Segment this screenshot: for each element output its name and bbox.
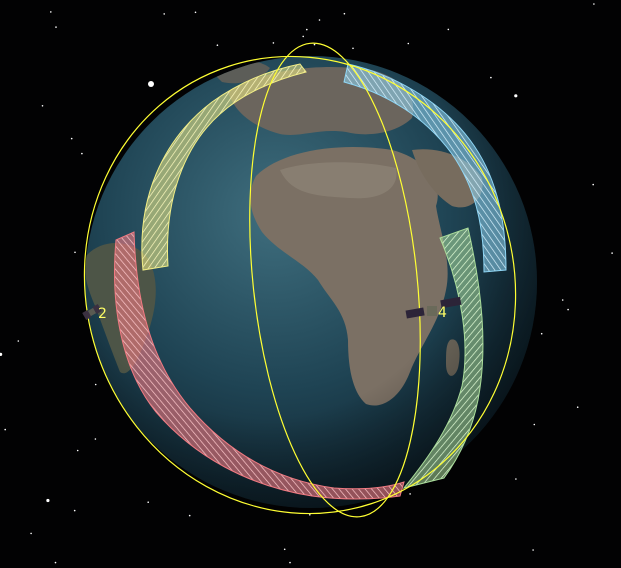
star <box>302 35 305 38</box>
satellite-2-label: 2 <box>98 306 107 322</box>
star <box>514 94 518 98</box>
swath-blue <box>343 63 507 273</box>
star <box>611 252 613 254</box>
star <box>30 532 32 535</box>
orbit-paths <box>83 42 517 518</box>
star <box>76 449 79 452</box>
star <box>352 47 354 50</box>
orbit-inclined <box>83 55 517 515</box>
star <box>540 332 543 335</box>
star <box>289 561 291 564</box>
bright-star <box>148 81 154 87</box>
star <box>561 299 564 301</box>
star <box>409 493 411 495</box>
star <box>309 514 311 516</box>
star <box>592 183 594 186</box>
star <box>272 42 275 44</box>
orbit-polar <box>249 42 421 518</box>
star <box>54 561 57 564</box>
swath-red <box>114 231 405 500</box>
star <box>306 28 308 31</box>
star-field <box>0 3 613 564</box>
star <box>533 423 536 426</box>
satellite-icon <box>82 304 102 320</box>
star <box>567 308 569 311</box>
star <box>73 509 76 512</box>
satellite-4-label: 4 <box>438 305 447 321</box>
satellite-icon <box>405 296 462 319</box>
star <box>74 251 76 254</box>
star <box>0 352 3 356</box>
star <box>50 11 52 13</box>
star <box>17 340 20 342</box>
star <box>407 42 410 45</box>
star <box>532 549 534 551</box>
star <box>447 28 450 31</box>
star <box>163 13 165 15</box>
sensor-swaths <box>114 63 507 500</box>
star <box>188 514 191 517</box>
satellite-4[interactable]: 4 <box>405 296 462 321</box>
star <box>515 478 517 480</box>
star <box>81 152 83 155</box>
terminator-shade <box>85 56 537 508</box>
star <box>490 76 492 79</box>
star <box>216 44 219 46</box>
star <box>343 12 346 15</box>
star <box>94 438 97 440</box>
swath-yellow <box>141 63 307 271</box>
star <box>283 548 286 551</box>
satellite-2[interactable]: 2 <box>82 304 107 322</box>
star <box>313 43 316 46</box>
star <box>147 501 149 504</box>
swath-green <box>402 227 484 489</box>
star <box>46 498 50 503</box>
star <box>318 19 321 21</box>
earth-globe[interactable] <box>85 56 537 508</box>
star <box>55 26 57 28</box>
star <box>41 105 44 107</box>
star <box>576 406 579 409</box>
star <box>4 428 6 431</box>
star <box>70 137 73 140</box>
star <box>94 383 97 386</box>
star <box>593 3 595 5</box>
star <box>194 11 197 14</box>
